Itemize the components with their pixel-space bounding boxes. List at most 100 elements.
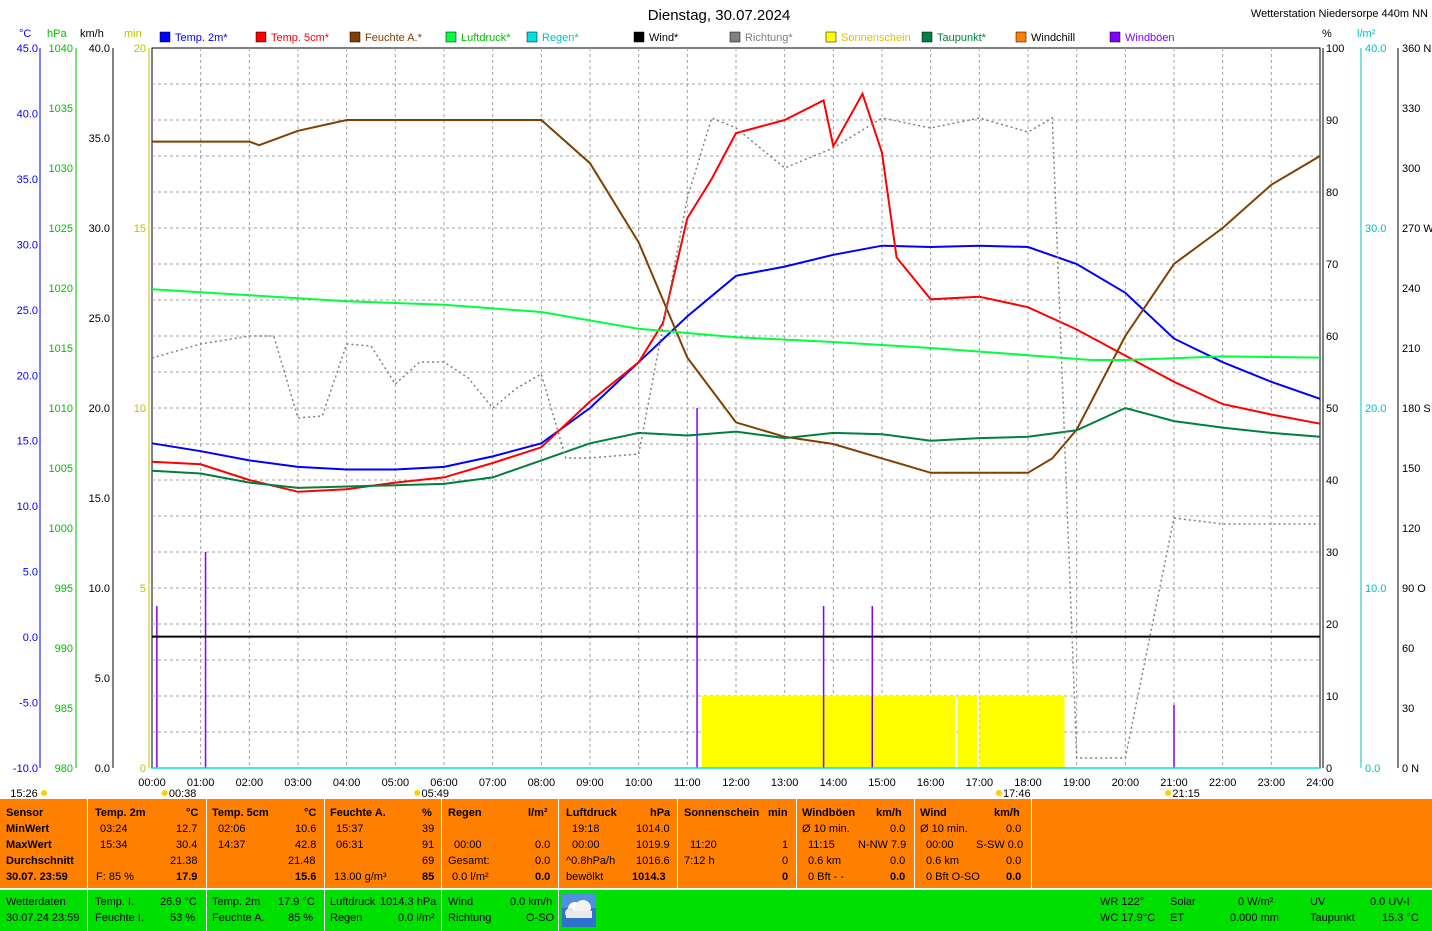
wind-unit: km/h [994,807,1020,819]
legend-swatch [1015,31,1027,43]
cloudy-weather-icon [562,893,596,927]
feuchte-unit: % [422,807,432,819]
direction-tick-label: 90 O [1402,583,1426,595]
sonne-header: Sonnenschein [684,807,760,819]
luftdruck-min-time: 19:18 [572,823,600,835]
legend: Temp. 2m* Temp. 5cm* Feuchte A.* Luftdruck*… [159,31,1175,44]
regen-cur-label: 0.0 l/m² [452,871,489,883]
pressure-tick-label: 1010 [49,403,73,415]
hour-tick-label: 11:00 [674,777,701,789]
pressure-tick-label: 1005 [49,463,73,475]
plot-area [151,91,1321,769]
sonne-r3-label: 7:12 h [684,855,715,867]
chart-title: Dienstag, 30.07.2024 [648,7,791,24]
temp5cm-header: Temp. 5cm [212,807,269,819]
temp2m-unit: °C [186,807,199,819]
percent-tick-label: 20 [1326,619,1338,631]
hour-tick-label: 23:00 [1258,777,1286,789]
taupunkt-value: 15.3 °C [1382,912,1419,924]
temp-tick-label: -5.0 [19,698,38,710]
legend-label: Windchill [1031,32,1075,44]
hour-tick-label: 22:00 [1209,777,1237,789]
boeen-r3-label: 0.6 km [808,855,842,867]
wind-r1-label: Ø 10 min. [920,823,968,835]
min-tick-label: 10 [134,403,146,415]
direction-tick-label: 270 W [1402,223,1432,235]
uv-value: 0.0 UV-I [1370,896,1410,908]
luftdruck-min-val: 1014.0 [636,823,670,835]
direction-tick-label: 30 [1402,703,1414,715]
hour-tick-label: 24:00 [1306,777,1334,789]
percent-tick-label: 0 [1326,763,1332,775]
series-line [151,244,1321,471]
pressure-tick-label: 1000 [49,523,73,535]
time-mark-dot [414,790,421,796]
hour-tick-label: 02:00 [236,777,264,789]
time-mark-dot [1165,790,1172,796]
temp2m-header: Temp. 2m [95,807,146,819]
temp-2m-value: 17.9 °C [278,896,315,908]
sunshine-bar [701,696,756,768]
time-marks: 15:26 00:38 05:49 17:46 21:15 [10,788,1200,798]
legend-swatch [255,31,267,43]
richtung-label: Richtung [448,912,492,924]
luftdruck-value: 1014.3 hPa [380,896,437,908]
richtung-value: O-SO [526,912,555,924]
time-mark-label: 21:15 [1172,788,1200,798]
temp5cm-min-val: 10.6 [295,823,317,835]
wind-header: Wind [920,807,947,819]
sonne-r2-time: 11:20 [690,839,717,851]
temp-tick-label: 40.0 [17,108,38,120]
time-mark-label: 17:46 [1003,788,1031,798]
hour-tick-label: 05:00 [382,777,410,789]
uv-label: UV [1310,896,1326,908]
hour-tick-label: 10:00 [625,777,653,789]
direction-tick-label: 300 [1402,163,1420,175]
regen-unit: l/m² [528,807,548,819]
legend-swatch [729,31,741,43]
feuchte-min-time: 15:37 [336,823,364,835]
sonne-unit: min [768,807,788,819]
legend-label: Luftdruck* [461,32,511,44]
legend-label: Sonnenschein [841,32,911,44]
hour-tick-label: 07:00 [479,777,507,789]
rain-tick-label: 0.0 [1365,763,1380,775]
luftdruck-trend-label: ^0.8hPa/h [566,855,616,867]
hour-tick-label: 19:00 [1063,777,1091,789]
rain-tick-label: 30.0 [1365,223,1386,235]
percent-tick-label: 90 [1326,115,1338,127]
temp-2m-label: Temp. 2m [212,896,261,908]
hour-tick-label: 15:00 [868,777,896,789]
hour-tick-label: 17:00 [966,777,994,789]
boeen-unit: km/h [876,807,902,819]
sunshine-bar [957,696,977,768]
sunshine-bar [979,696,1065,768]
current-datetime: 30.07.24 23:59 [6,912,80,924]
time-mark-label: 15:26 [10,788,38,798]
stats-panel: Sensor MinWert MaxWert Durchschnitt 30.0… [0,799,1432,888]
unit-celsius: °C [19,28,31,40]
feuchte-avg: 69 [422,855,435,867]
luftdruck-label: Luftdruck [330,896,376,908]
temp2m-min-time: 03:24 [100,823,128,835]
wind-r2-time: 00:00 [926,839,954,851]
pressure-tick-label: 980 [55,763,73,775]
regen-label: Regen [330,912,363,924]
kmh-tick-label: 20.0 [89,403,110,415]
feuchte-i-value: 53 % [170,912,196,924]
time-mark-label: 05:49 [421,788,449,798]
hour-tick-label: 13:00 [771,777,799,789]
sonne-r2-val: 1 [782,839,789,851]
weather-chart: Dienstag, 30.07.2024 Wetterstation Niede… [10,7,1432,798]
direction-tick-label: 120 [1402,523,1420,535]
hour-tick-label: 20:00 [1112,777,1140,789]
percent-tick-label: 40 [1326,475,1338,487]
kmh-tick-label: 35.0 [89,133,110,145]
kmh-tick-label: 40.0 [89,43,110,55]
boeen-header: Windböen [802,807,856,819]
pressure-tick-label: 1015 [49,343,73,355]
hour-tick-label: 12:00 [722,777,750,789]
boeen-r3-val: 0.0 [890,855,906,867]
hour-tick-label: 08:00 [528,777,556,789]
luftdruck-cur: 1014.3 [632,871,666,883]
